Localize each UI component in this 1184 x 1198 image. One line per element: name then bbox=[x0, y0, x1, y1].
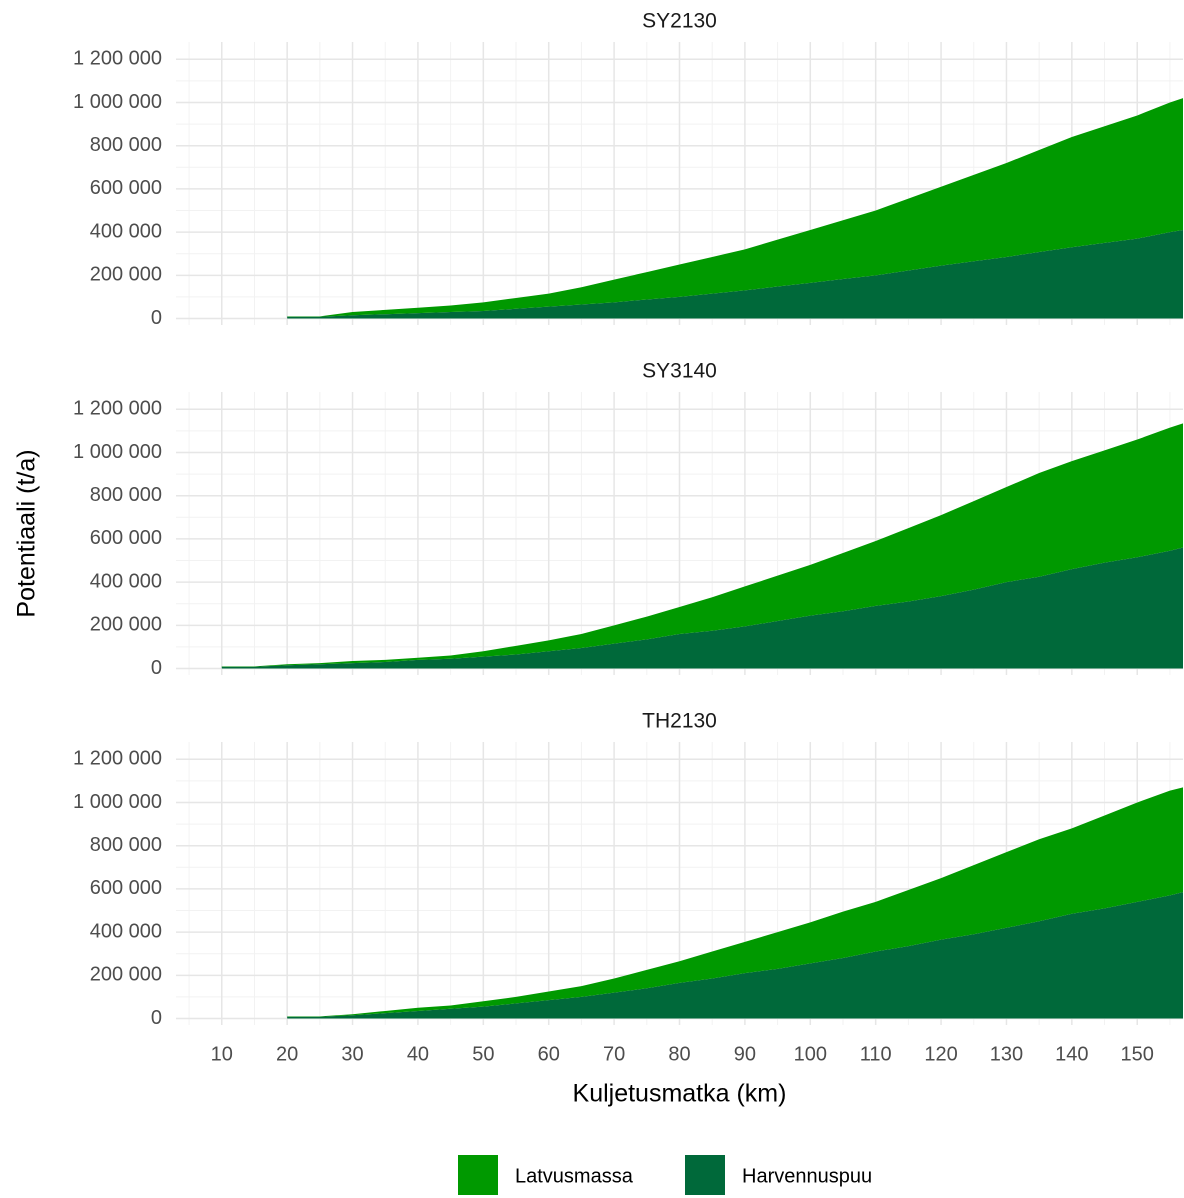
y-tick-label: 1 200 000 bbox=[73, 748, 162, 770]
area bbox=[221, 547, 1184, 669]
x-tick-label: 90 bbox=[734, 1043, 756, 1065]
y-tick-label: 800 000 bbox=[90, 134, 162, 156]
y-tick-label: 400 000 bbox=[90, 570, 162, 592]
area bbox=[221, 423, 1184, 667]
y-tick-label: 400 000 bbox=[90, 220, 162, 242]
area bbox=[287, 98, 1183, 317]
x-tick-label: 140 bbox=[1055, 1043, 1088, 1065]
x-tick-label: 20 bbox=[276, 1043, 298, 1065]
y-axis-title: Potentiaali (t/a) bbox=[13, 449, 41, 617]
y-tick-label: 200 000 bbox=[90, 964, 162, 986]
y-tick-label: 200 000 bbox=[90, 614, 162, 636]
x-tick-label: 30 bbox=[341, 1043, 363, 1065]
area bbox=[287, 892, 1183, 1019]
y-tick-label: 1 200 000 bbox=[73, 48, 162, 70]
x-tick-label: 50 bbox=[472, 1043, 494, 1065]
x-tick-label: 60 bbox=[538, 1043, 560, 1065]
y-tick-label: 400 000 bbox=[90, 920, 162, 942]
x-tick-label: 120 bbox=[924, 1043, 957, 1065]
y-tick-label: 0 bbox=[151, 307, 162, 329]
x-tick-label: 110 bbox=[860, 1043, 892, 1065]
x-tick-label: 70 bbox=[603, 1043, 625, 1065]
x-tick-label: 150 bbox=[1121, 1043, 1154, 1065]
y-tick-label: 600 000 bbox=[90, 527, 162, 549]
panel-title: TH2130 bbox=[642, 710, 717, 733]
y-tick-label: 0 bbox=[151, 1007, 162, 1029]
y-tick-label: 800 000 bbox=[90, 484, 162, 506]
y-tick-label: 1 000 000 bbox=[73, 91, 162, 113]
panel-title: SY3140 bbox=[642, 360, 717, 383]
legend-swatch bbox=[685, 1155, 725, 1195]
y-tick-label: 1 000 000 bbox=[73, 441, 162, 463]
y-tick-label: 200 000 bbox=[90, 264, 162, 286]
y-tick-label: 600 000 bbox=[90, 177, 162, 199]
x-axis-title: Kuljetusmatka (km) bbox=[573, 1080, 787, 1108]
y-tick-label: 800 000 bbox=[90, 834, 162, 856]
legend-swatch bbox=[458, 1155, 498, 1195]
area bbox=[287, 787, 1183, 1017]
x-tick-label: 40 bbox=[407, 1043, 429, 1065]
x-tick-label: 80 bbox=[668, 1043, 690, 1065]
legend-label: Latvusmassa bbox=[515, 1165, 634, 1187]
y-tick-label: 1 000 000 bbox=[73, 791, 162, 813]
x-tick-label: 10 bbox=[211, 1043, 233, 1065]
x-tick-label: 100 bbox=[794, 1043, 827, 1065]
area bbox=[287, 229, 1183, 319]
x-tick-label: 130 bbox=[990, 1043, 1023, 1065]
y-tick-label: 0 bbox=[151, 657, 162, 679]
legend-label: Harvennuspuu bbox=[742, 1165, 872, 1187]
y-tick-label: 600 000 bbox=[90, 877, 162, 899]
panel-title: SY2130 bbox=[642, 10, 717, 33]
y-tick-label: 1 200 000 bbox=[73, 398, 162, 420]
